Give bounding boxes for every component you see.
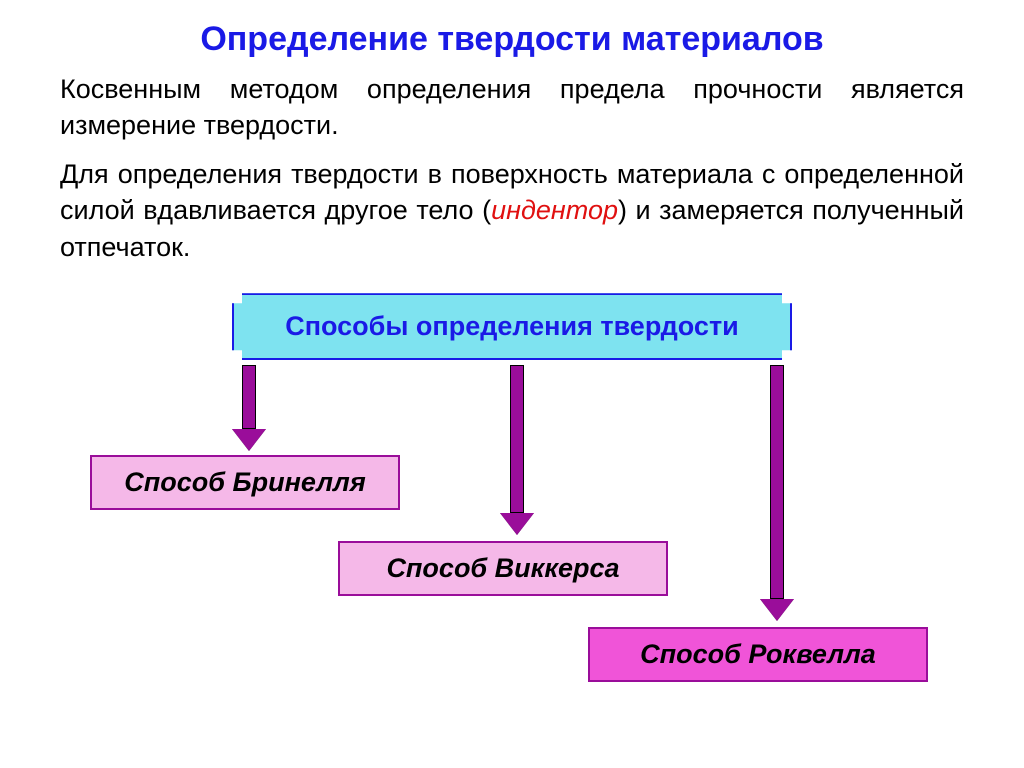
arrow-1-shaft [242, 365, 256, 429]
arrow-3-shaft [770, 365, 784, 599]
method-rockwell: Способ Роквелла [588, 627, 928, 682]
methods-title-box: Способы определения твердости [232, 293, 792, 360]
page-title: Определение твердости материалов [0, 0, 1024, 59]
arrow-3-head [760, 599, 794, 621]
method-brinell: Способ Бринелля [90, 455, 400, 510]
arrow-1 [232, 365, 266, 451]
highlight-indentor: индентор [491, 195, 618, 225]
paragraph-1-text: Косвенным методом определения предела пр… [60, 74, 964, 140]
arrow-2-shaft [510, 365, 524, 513]
arrow-1-head [232, 429, 266, 451]
arrow-2-head [500, 513, 534, 535]
diagram-container: Способы определения твердости Способ Бри… [0, 283, 1024, 703]
arrow-2 [500, 365, 534, 535]
paragraph-2: Для определения твердости в поверхность … [0, 144, 1024, 265]
arrow-3 [760, 365, 794, 621]
paragraph-1: Косвенным методом определения предела пр… [0, 59, 1024, 144]
method-vickers: Способ Виккерса [338, 541, 668, 596]
